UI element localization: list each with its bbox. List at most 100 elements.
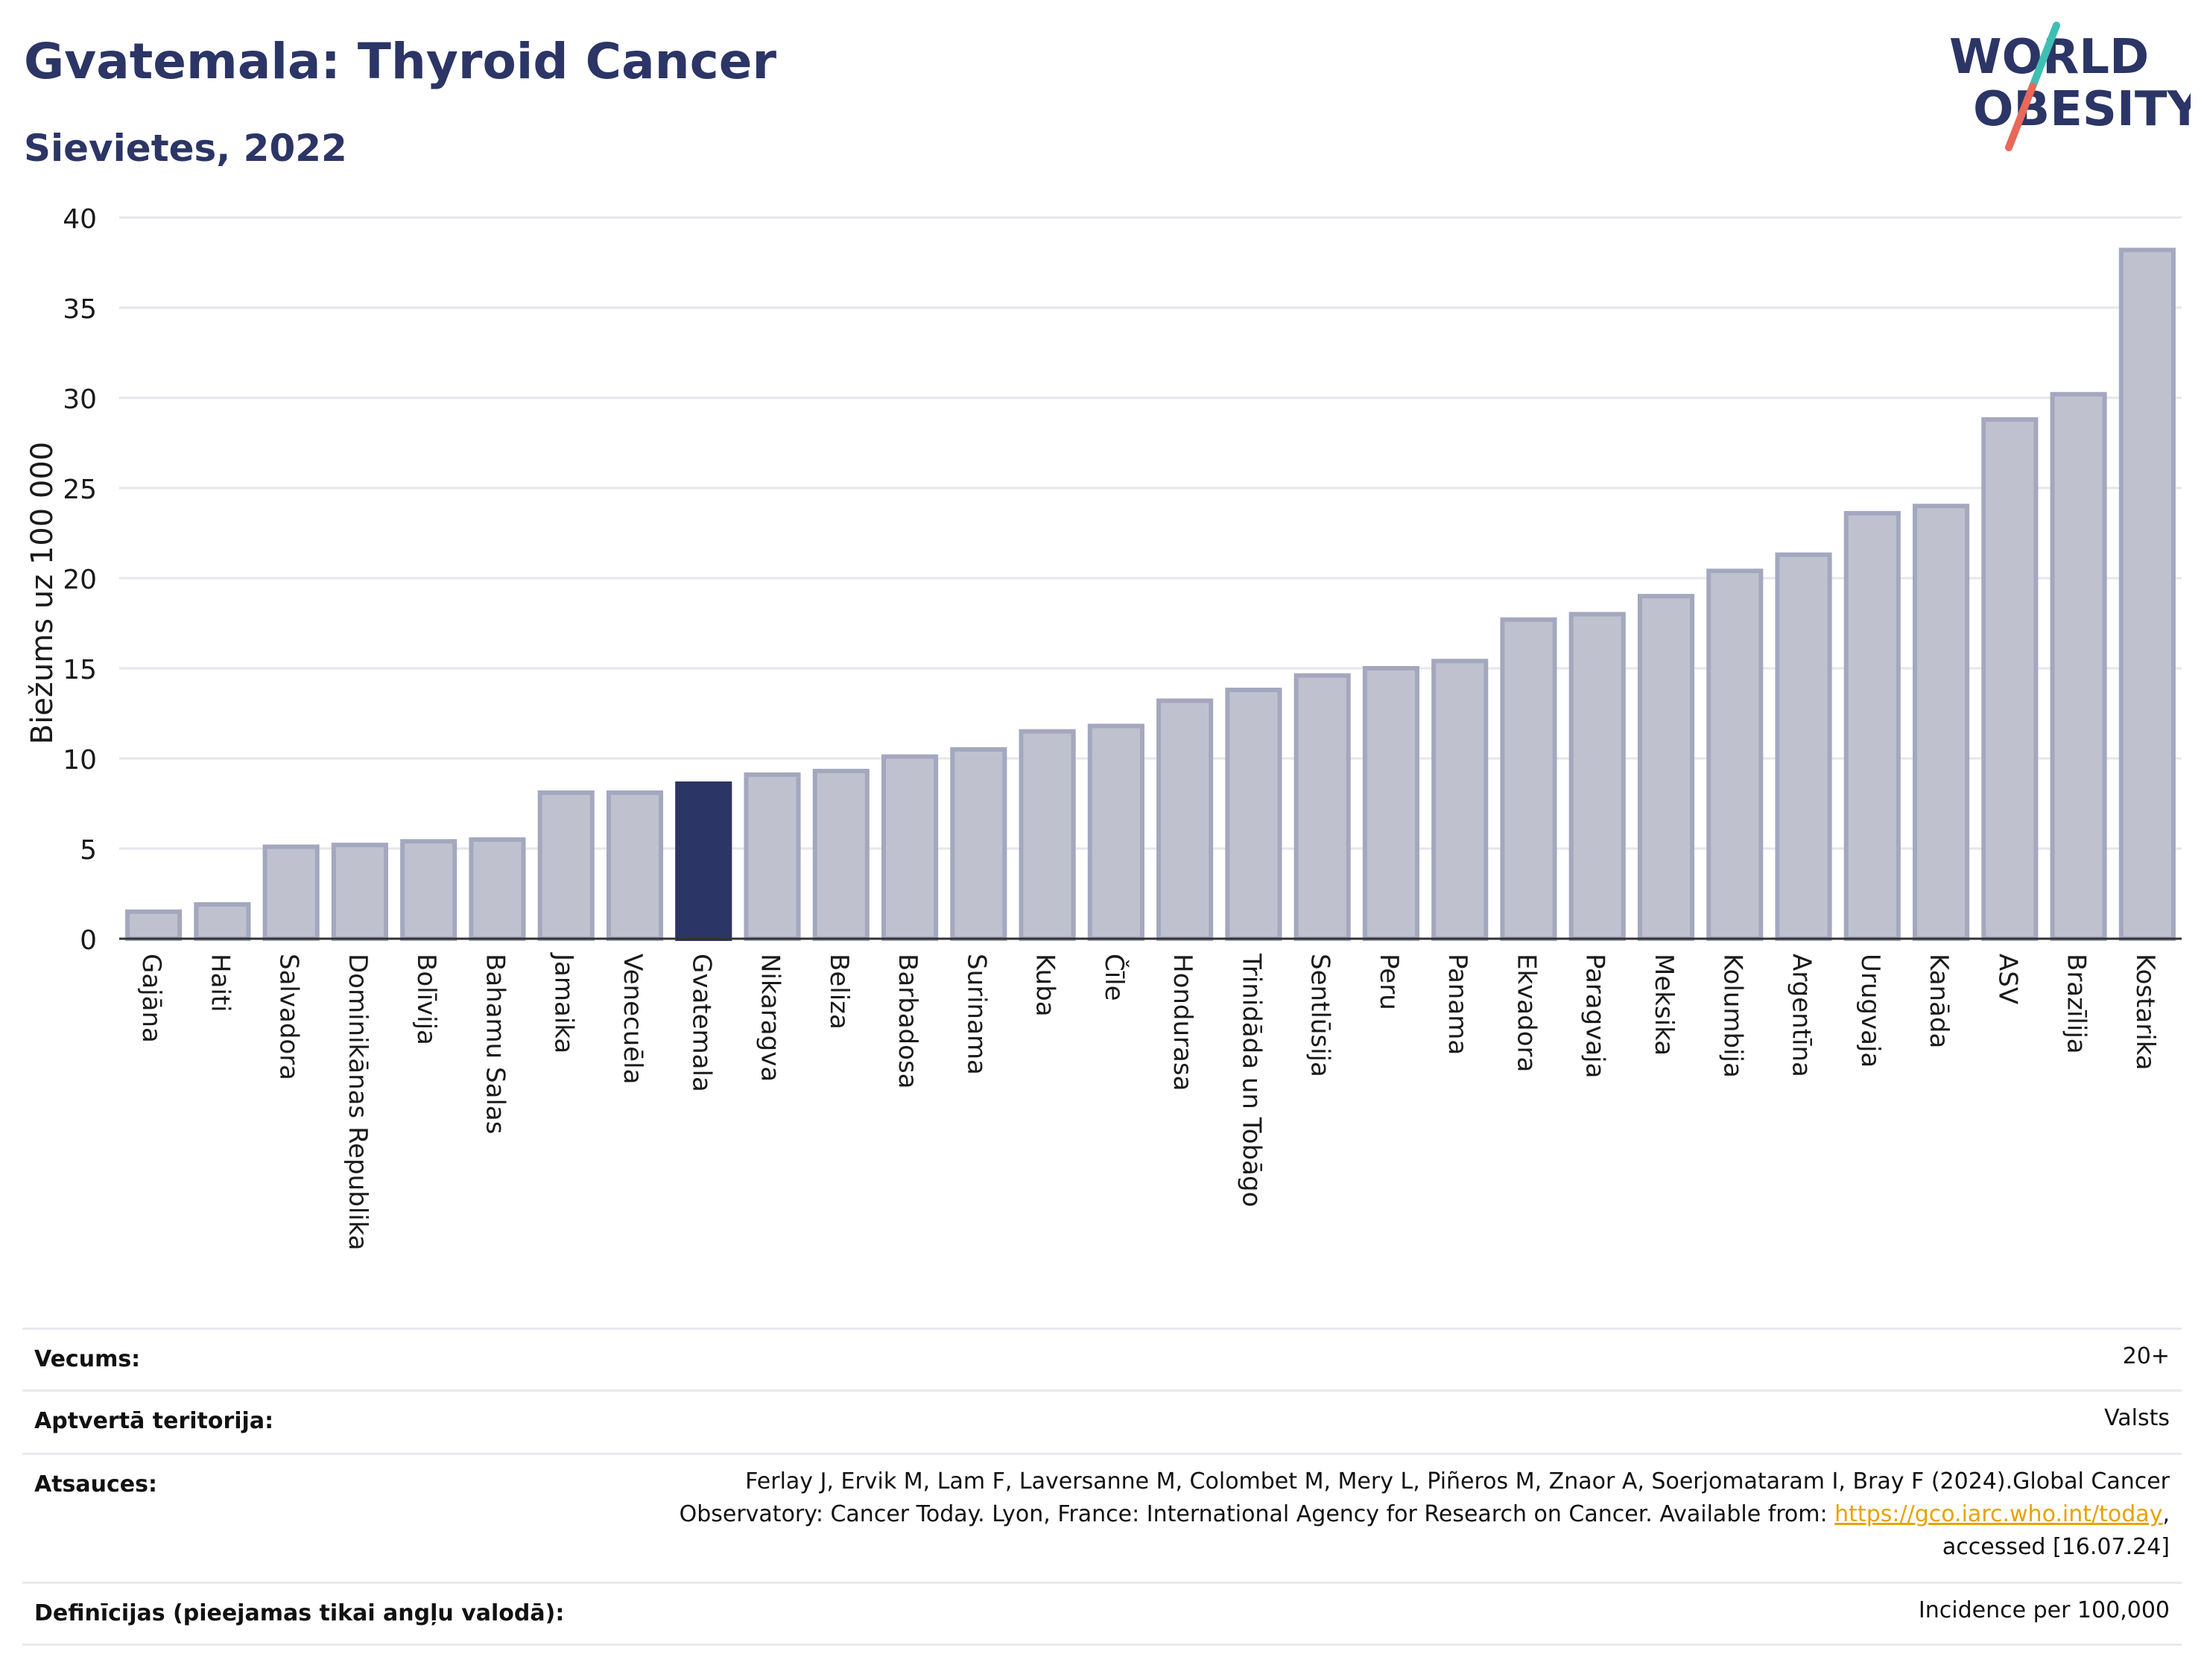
y-tick-labels: 0 5 10 15 20 25 30 35 40 [63, 204, 97, 956]
x-tick-label: Meksika [1649, 954, 1679, 1056]
bar-Brazīlija[interactable] [2050, 392, 2107, 942]
x-tick-label: Barbadosa [893, 954, 922, 1089]
bar-Bahamu Salas[interactable] [469, 837, 526, 942]
y-tick-label: 15 [63, 655, 97, 685]
x-tick-label: Sentlūsija [1305, 954, 1335, 1077]
bar-chart: 0 5 10 15 20 25 30 35 40 Gajāna Haiti Salvadora Dom… [25, 204, 2182, 1251]
bar-Bolīvija[interactable] [400, 839, 457, 941]
references-link[interactable]: https://gco.iarc.who.int/today [1834, 1501, 2163, 1527]
bar-Kolumbija[interactable] [1706, 568, 1764, 941]
x-tick-label: Kostarika [2130, 954, 2160, 1071]
age-value: 20+ [2122, 1343, 2170, 1369]
references-value: Ferlay J, Ervik M, Lam F, Laversanne M, … [680, 1465, 2170, 1564]
bar-Kanāda[interactable] [1913, 504, 1970, 941]
bar-Nikaragva[interactable] [744, 772, 801, 942]
bar-Salvadora[interactable] [262, 844, 320, 942]
chart-subtitle: Sievietes, 2022 [24, 127, 347, 170]
x-tick-label: Jamaika [549, 952, 579, 1053]
x-tick-label: Brazīlija [2062, 954, 2091, 1054]
x-tick-label: Beliza [824, 954, 854, 1030]
definitions-label: Definīcijas (pieejamas tikai angļu valod… [34, 1600, 565, 1626]
references-line-1: Ferlay J, Ervik M, Lam F, Laversanne M, … [745, 1468, 2170, 1494]
y-tick-label: 10 [63, 745, 97, 776]
bar-Panama[interactable] [1431, 659, 1489, 941]
y-axis-label: Biežums uz 100 000 [25, 442, 60, 745]
x-tick-labels: Gajāna Haiti Salvadora Dominikānas Republik… [136, 952, 2160, 1251]
x-tick-label: Hondurasa [1168, 954, 1197, 1091]
territory-label: Aptvertā teritorija: [34, 1408, 274, 1434]
bar-Barbadosa[interactable] [881, 754, 939, 942]
bar-Haiti[interactable] [194, 902, 251, 942]
bar-Surinama[interactable] [950, 747, 1007, 942]
x-tick-label: Paragvaja [1580, 954, 1610, 1078]
references-line-2: Observatory: Cancer Today. Lyon, France:… [680, 1498, 2170, 1531]
references-line-2-text: Observatory: Cancer Today. Lyon, France:… [679, 1501, 1835, 1527]
x-tick-label: Haiti [205, 954, 235, 1012]
bar-Trinidāda un Tobāgo[interactable] [1225, 688, 1282, 941]
x-tick-label: Peru [1374, 954, 1404, 1010]
territory-value: Valsts [2104, 1405, 2170, 1431]
x-tick-label: Argentīna [1787, 954, 1817, 1077]
bar-Čīle[interactable] [1087, 723, 1144, 941]
info-row-definitions: Definīcijas (pieejamas tikai angļu valod… [22, 1582, 2182, 1646]
x-tick-label: Bolīvija [411, 954, 441, 1045]
chart-title: Gvatemala: Thyroid Cancer [24, 33, 777, 90]
x-tick-label: Gajāna [136, 954, 166, 1043]
bar-Kostarika[interactable] [2118, 247, 2176, 941]
x-tick-label: Dominikānas Republika [343, 954, 373, 1251]
info-row-references: Atsauces: Ferlay J, Ervik M, Lam F, Lave… [22, 1453, 2182, 1582]
x-tick-label: Panama [1443, 954, 1472, 1055]
y-tick-label: 40 [63, 204, 97, 235]
references-label: Atsauces: [34, 1471, 157, 1497]
x-tick-label: Kanāda [1924, 954, 1954, 1048]
y-tick-label: 30 [63, 384, 97, 415]
bar-Peru[interactable] [1362, 666, 1419, 941]
y-tick-label: 0 [80, 925, 97, 956]
references-line-3: accessed [16.07.24] [1942, 1534, 2170, 1560]
bar-Sentlūsija[interactable] [1293, 673, 1351, 941]
x-tick-label: Urugvaja [1855, 954, 1885, 1068]
x-tick-label: Nikaragva [756, 954, 785, 1082]
logo-text-obesity: OBESITY [1973, 82, 2191, 137]
x-tick-label: Salvadora [274, 954, 304, 1080]
bar-Kuba[interactable] [1019, 729, 1076, 941]
y-tick-label: 20 [63, 565, 97, 595]
bar-Paragvaja[interactable] [1568, 612, 1626, 942]
x-tick-label: Surinama [961, 954, 991, 1075]
info-row-age: Vecums: 20+ [22, 1328, 2182, 1389]
world-obesity-logo: WORLD OBESITY [1949, 22, 2191, 151]
bar-Hondurasa[interactable] [1156, 698, 1214, 941]
x-tick-label: Trinidāda un Tobāgo [1236, 953, 1266, 1207]
bars-layer [119, 247, 2182, 942]
info-table: Vecums: 20+ Aptvertā teritorija: Valsts … [22, 1328, 2182, 1646]
x-tick-label: Bahamu Salas [480, 954, 510, 1134]
y-tick-label: 35 [63, 294, 97, 325]
x-tick-label: Kuba [1030, 954, 1060, 1017]
bar-Gvatemala[interactable] [675, 781, 732, 941]
grid-layer [119, 216, 2182, 850]
y-tick-label: 25 [63, 475, 97, 505]
x-tick-label: ASV [1992, 954, 2022, 1004]
bar-Venecuēla[interactable] [606, 790, 664, 941]
bar-Urugvaja[interactable] [1843, 510, 1901, 941]
references-line-2-end: , [2162, 1501, 2170, 1527]
bar-Gajāna[interactable] [125, 909, 183, 942]
x-tick-label: Venecuēla [618, 954, 647, 1084]
bar-Meksika[interactable] [1637, 594, 1695, 941]
x-tick-label: Kolumbija [1717, 954, 1747, 1078]
bar-ASV[interactable] [1981, 417, 2039, 942]
bar-Argentīna[interactable] [1775, 552, 1832, 941]
definitions-value: Incidence per 100,000 [1918, 1597, 2170, 1623]
bar-Dominikānas Republika[interactable] [331, 843, 388, 941]
x-tick-label: Ekvadora [1511, 954, 1541, 1072]
x-tick-label: Gvatemala [686, 954, 716, 1092]
info-row-territory: Aptvertā teritorija: Valsts [22, 1389, 2182, 1453]
bar-Beliza[interactable] [812, 768, 870, 941]
x-tick-label: Čīle [1099, 954, 1130, 1001]
y-tick-label: 5 [80, 835, 97, 866]
logo-slash-teal [2029, 22, 2060, 90]
bar-Jamaika[interactable] [537, 790, 595, 941]
logo-slash-coral [2005, 83, 2036, 151]
bar-Ekvadora[interactable] [1500, 617, 1557, 941]
age-label: Vecums: [34, 1346, 141, 1372]
